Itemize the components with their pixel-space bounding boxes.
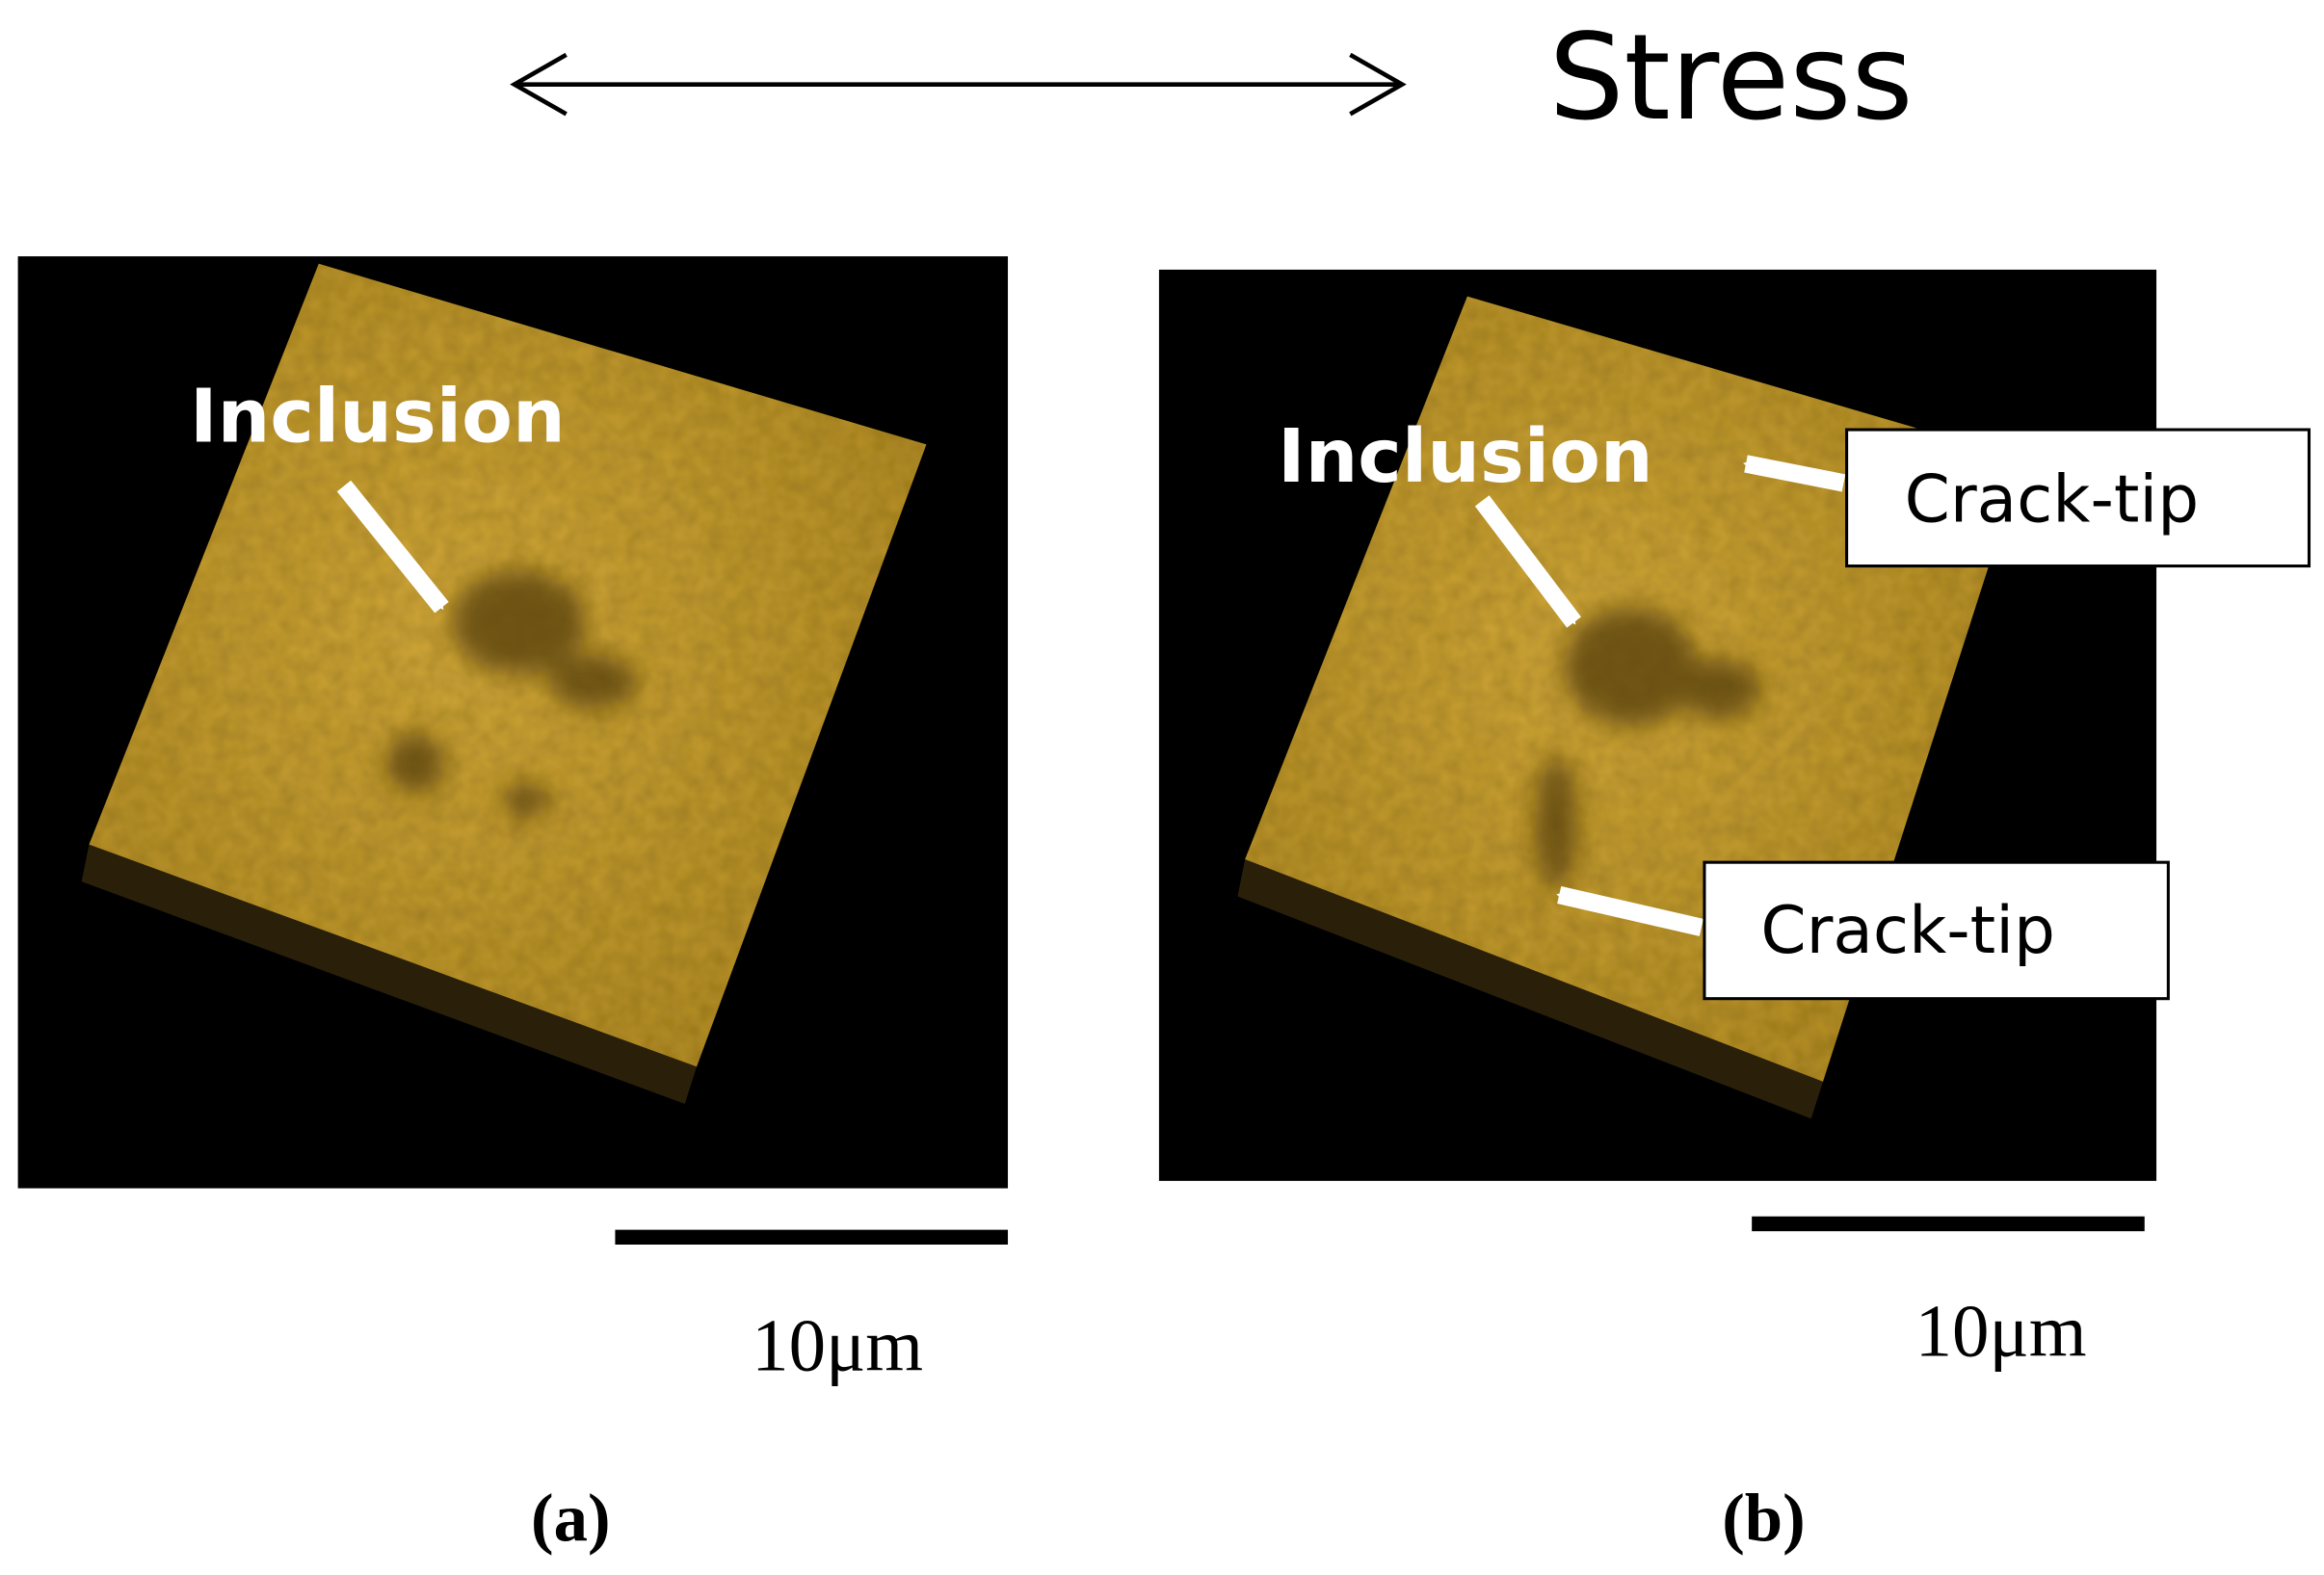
annotation-arrow	[336, 480, 449, 614]
annotation: Inclusion	[190, 374, 566, 459]
annotation: Crack-tip	[1760, 892, 2055, 968]
scale-bar-label: 10μm	[752, 1304, 923, 1387]
scale-bar-label: 10μm	[1915, 1289, 2087, 1372]
annotation-arrow	[1742, 455, 1846, 492]
callout-box	[1845, 428, 2311, 568]
annotation-arrow	[1474, 495, 1581, 628]
annotation: Inclusion	[1278, 414, 1653, 500]
annotation: Crack-tip	[1905, 460, 2200, 537]
afm-edge	[81, 844, 698, 1104]
inclusion-defect	[385, 570, 638, 819]
callout-box	[1703, 860, 2170, 1001]
afm-edge	[1237, 859, 1823, 1119]
annotation-arrow	[1556, 886, 1703, 936]
panel-a: Inclusion 10μm (a)	[17, 256, 1009, 1557]
panel-label: (a)	[531, 1482, 610, 1557]
stress-arrow	[510, 52, 1407, 117]
panel-b: Inclusion Crack-tip Crack-tip 10μm (b)	[1158, 269, 2311, 1557]
inclusion-defect	[1535, 607, 1761, 889]
panel-label: (b)	[1722, 1482, 1805, 1557]
stress-label: Stress	[1548, 10, 1913, 147]
